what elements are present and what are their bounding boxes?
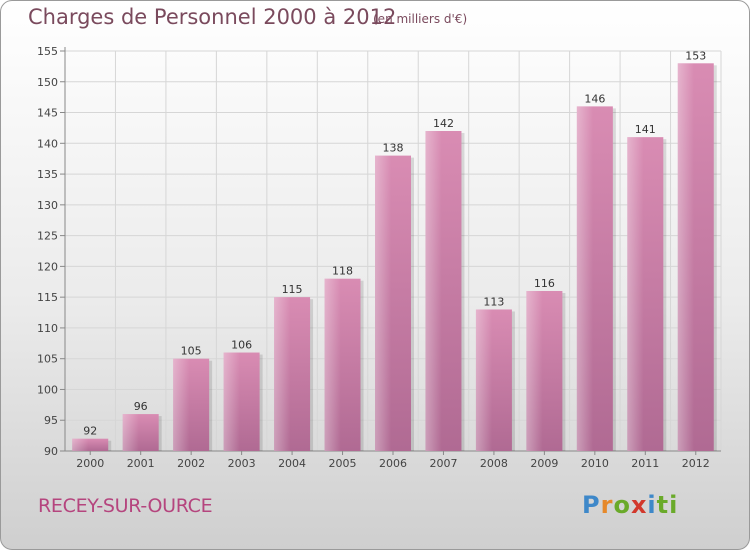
data-label: 153 bbox=[685, 49, 706, 62]
logo-letter: x bbox=[630, 491, 648, 519]
y-tick-label: 90 bbox=[44, 445, 58, 458]
bar-highlight bbox=[425, 131, 442, 451]
data-label: 113 bbox=[483, 295, 504, 308]
chart-subtitle: (en milliers d'€) bbox=[373, 12, 468, 26]
data-label: 118 bbox=[332, 265, 353, 278]
x-tick-label: 2000 bbox=[76, 457, 104, 470]
logo-letter: o bbox=[613, 491, 631, 519]
bar-highlight bbox=[173, 358, 190, 451]
y-tick-label: 95 bbox=[44, 414, 58, 427]
y-tick-label: 120 bbox=[37, 260, 58, 273]
bar-highlight bbox=[526, 291, 543, 451]
bar-highlight bbox=[324, 278, 341, 451]
y-tick-label: 115 bbox=[37, 291, 58, 304]
chart-title: Charges de Personnel 2000 à 2012 bbox=[28, 5, 397, 29]
bar-highlight bbox=[627, 137, 644, 451]
logo-letter: r bbox=[600, 491, 614, 519]
y-tick-label: 125 bbox=[37, 230, 58, 243]
data-label: 138 bbox=[383, 142, 404, 155]
x-tick-label: 2011 bbox=[631, 457, 659, 470]
data-label: 115 bbox=[282, 283, 303, 296]
logo-letter: ti bbox=[656, 491, 679, 519]
bar-highlight bbox=[72, 438, 89, 451]
proxiti-logo[interactable]: Proxiti bbox=[582, 491, 678, 519]
data-label: 116 bbox=[534, 277, 555, 290]
bar-highlight bbox=[223, 352, 240, 451]
y-tick-label: 105 bbox=[37, 353, 58, 366]
x-tick-label: 2007 bbox=[429, 457, 457, 470]
data-label: 142 bbox=[433, 117, 454, 130]
y-tick-label: 145 bbox=[37, 107, 58, 120]
y-tick-label: 140 bbox=[37, 137, 58, 150]
x-tick-label: 2004 bbox=[278, 457, 306, 470]
data-label: 146 bbox=[584, 92, 605, 105]
x-tick-label: 2010 bbox=[581, 457, 609, 470]
y-tick-label: 130 bbox=[37, 199, 58, 212]
bar-highlight bbox=[475, 309, 493, 451]
bar-highlight bbox=[375, 155, 392, 451]
data-label: 96 bbox=[134, 400, 148, 413]
chart-labels: 92 2000 96 2001 105 2002 106 2003 115 2004 118 2005… bbox=[76, 49, 710, 470]
data-label: 141 bbox=[635, 123, 656, 136]
bar-highlight bbox=[274, 297, 291, 451]
bar-highlight bbox=[122, 414, 139, 451]
commune-name: RECEY-SUR-OURCE bbox=[38, 495, 213, 517]
x-tick-label: 2001 bbox=[127, 457, 155, 470]
bar-highlight bbox=[677, 63, 694, 452]
x-tick-label: 2005 bbox=[329, 457, 357, 470]
data-label: 92 bbox=[83, 425, 97, 438]
bar-highlight bbox=[576, 106, 594, 451]
y-tick-label: 150 bbox=[37, 76, 58, 89]
logo-letter: i bbox=[647, 491, 657, 519]
x-tick-label: 2002 bbox=[177, 457, 205, 470]
y-tick-label: 100 bbox=[37, 383, 58, 396]
x-tick-label: 2008 bbox=[480, 457, 508, 470]
x-tick-label: 2003 bbox=[228, 457, 256, 470]
x-tick-label: 2009 bbox=[530, 457, 558, 470]
chart-bars bbox=[72, 63, 717, 452]
x-tick-label: 2012 bbox=[682, 457, 710, 470]
y-tick-label: 135 bbox=[37, 168, 58, 181]
y-tick-label: 110 bbox=[37, 322, 58, 335]
data-label: 106 bbox=[231, 339, 252, 352]
y-tick-label: 155 bbox=[37, 45, 58, 58]
data-label: 105 bbox=[181, 345, 202, 358]
logo-letter: P bbox=[582, 491, 601, 519]
x-tick-label: 2006 bbox=[379, 457, 407, 470]
